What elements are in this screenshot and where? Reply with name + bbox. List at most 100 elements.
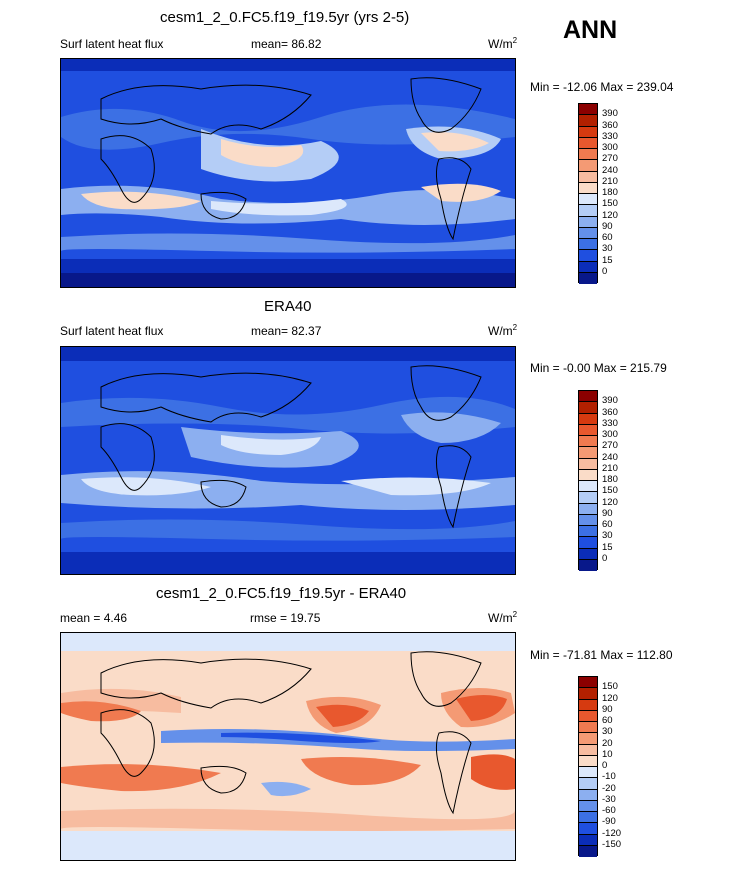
colorbar-segment [579, 699, 597, 711]
colorbar-segment [579, 755, 597, 767]
colorbar-segment [579, 767, 597, 779]
colorbar-tick-label: 180 [602, 474, 618, 485]
colorbar-tick-label: -120 [602, 827, 622, 839]
colorbar-segment [579, 126, 597, 138]
colorbar-segment [579, 722, 597, 734]
colorbar-tick-label: 120 [602, 692, 618, 704]
colorbar-segment [579, 216, 597, 228]
colorbar-segment [579, 677, 597, 689]
colorbar-segment [579, 823, 597, 835]
colorbar-segment [579, 514, 597, 526]
panel-2-title: ERA40 [264, 298, 312, 315]
colorbar-segment [579, 391, 597, 403]
colorbar-segment [579, 845, 597, 857]
colorbar-segment [579, 171, 597, 183]
colorbar-segment [579, 104, 597, 116]
colorbar-segment [579, 469, 597, 481]
panel-3-minmax: Min = -71.81 Max = 112.80 [530, 648, 673, 662]
colorbar-segment [579, 789, 597, 801]
panel-2-map-svg [61, 347, 515, 574]
colorbar-tick-label: 120 [602, 209, 618, 221]
colorbar-tick-label: 300 [602, 429, 618, 440]
colorbar-segment [579, 115, 597, 127]
colorbar-tick-label: 15 [602, 254, 613, 266]
colorbar-tick-label: 60 [602, 715, 613, 726]
panel-3-units: W/m2 [488, 610, 517, 625]
colorbar-tick-label: 30 [602, 530, 613, 542]
colorbar-segment [579, 261, 597, 273]
colorbar-segment [579, 688, 597, 700]
colorbar-tick-label: 60 [602, 519, 613, 530]
season-label: ANN [563, 16, 618, 44]
colorbar-segment [579, 413, 597, 425]
panel-1-title: cesm1_2_0.FC5.f19_f19.5yr (yrs 2-5) [160, 9, 410, 26]
colorbar-segment [579, 492, 597, 504]
colorbar-segment [579, 481, 597, 493]
colorbar-segment [579, 447, 597, 459]
colorbar-tick-label: 360 [602, 406, 618, 418]
colorbar-segment [579, 239, 597, 251]
colorbar-tick-label: -10 [602, 771, 616, 783]
colorbar-segment [579, 733, 597, 745]
panel-1-units-sup: 2 [512, 36, 518, 45]
colorbar-segment [579, 272, 597, 284]
colorbar-segment [579, 503, 597, 515]
colorbar-segment [579, 194, 597, 206]
colorbar-tick-label: 60 [602, 232, 613, 243]
colorbar-tick-label: 150 [602, 198, 618, 210]
colorbar-tick-label: 330 [602, 417, 618, 429]
colorbar-tick-label: 330 [602, 130, 618, 142]
colorbar-segment [579, 812, 597, 824]
colorbar-segment [579, 436, 597, 448]
colorbar-box [578, 676, 598, 857]
colorbar-segment [579, 537, 597, 549]
colorbar-tick-label: 390 [602, 108, 618, 120]
colorbar-segment [579, 402, 597, 414]
panel-1-units: W/m2 [488, 36, 517, 51]
colorbar-segment [579, 778, 597, 790]
colorbar-tick-label: 360 [602, 119, 618, 131]
panel-1-map-svg [61, 59, 515, 287]
colorbar-segment [579, 744, 597, 756]
panel-1-variable-label: Surf latent heat flux [60, 37, 164, 51]
colorbar-tick-label: -90 [602, 816, 616, 828]
colorbar-tick-label: 150 [602, 681, 618, 693]
colorbar-segment [579, 710, 597, 722]
colorbar-segment [579, 250, 597, 262]
colorbar-segment [579, 160, 597, 172]
colorbar-segment [579, 458, 597, 470]
colorbar-segment [579, 559, 597, 571]
colorbar-tick-label: -150 [602, 838, 622, 850]
colorbar-tick-label: 210 [602, 462, 618, 474]
colorbar-tick-label: 120 [602, 496, 618, 508]
panel-2-units: W/m2 [488, 323, 517, 338]
colorbar-tick-label: 30 [602, 243, 613, 255]
colorbar-tick-label: 270 [602, 440, 618, 452]
colorbar-box [578, 390, 598, 571]
colorbar-tick-label: 390 [602, 395, 618, 407]
panel-2-map [60, 346, 516, 575]
colorbar-tick-label: 90 [602, 703, 613, 715]
panel-3-map [60, 632, 516, 861]
colorbar-segment [579, 227, 597, 239]
panel-2-variable-label: Surf latent heat flux [60, 324, 164, 338]
panel-2-units-text: W/m [488, 324, 513, 338]
colorbar-box [578, 103, 598, 284]
colorbar-tick-label: 150 [602, 485, 618, 497]
colorbar-tick-label: 0 [602, 760, 608, 771]
panel-3-map-svg [61, 633, 515, 860]
colorbar-segment [579, 834, 597, 846]
panel-3-title: cesm1_2_0.FC5.f19_f19.5yr - ERA40 [156, 585, 407, 602]
colorbar-tick-label: 180 [602, 187, 618, 198]
panel-3-units-sup: 2 [512, 610, 518, 619]
colorbar-tick-label: 0 [602, 265, 608, 277]
panel-2-mean-label: mean= 82.37 [251, 324, 322, 338]
panel-2-minmax: Min = -0.00 Max = 215.79 [530, 361, 667, 375]
colorbar-segment [579, 137, 597, 149]
colorbar-segment [579, 548, 597, 560]
colorbar-tick-label: 90 [602, 507, 613, 519]
colorbar-segment [579, 205, 597, 217]
colorbar-tick-label: 240 [602, 451, 618, 463]
colorbar-tick-label: 300 [602, 142, 618, 153]
colorbar-segment [579, 800, 597, 812]
